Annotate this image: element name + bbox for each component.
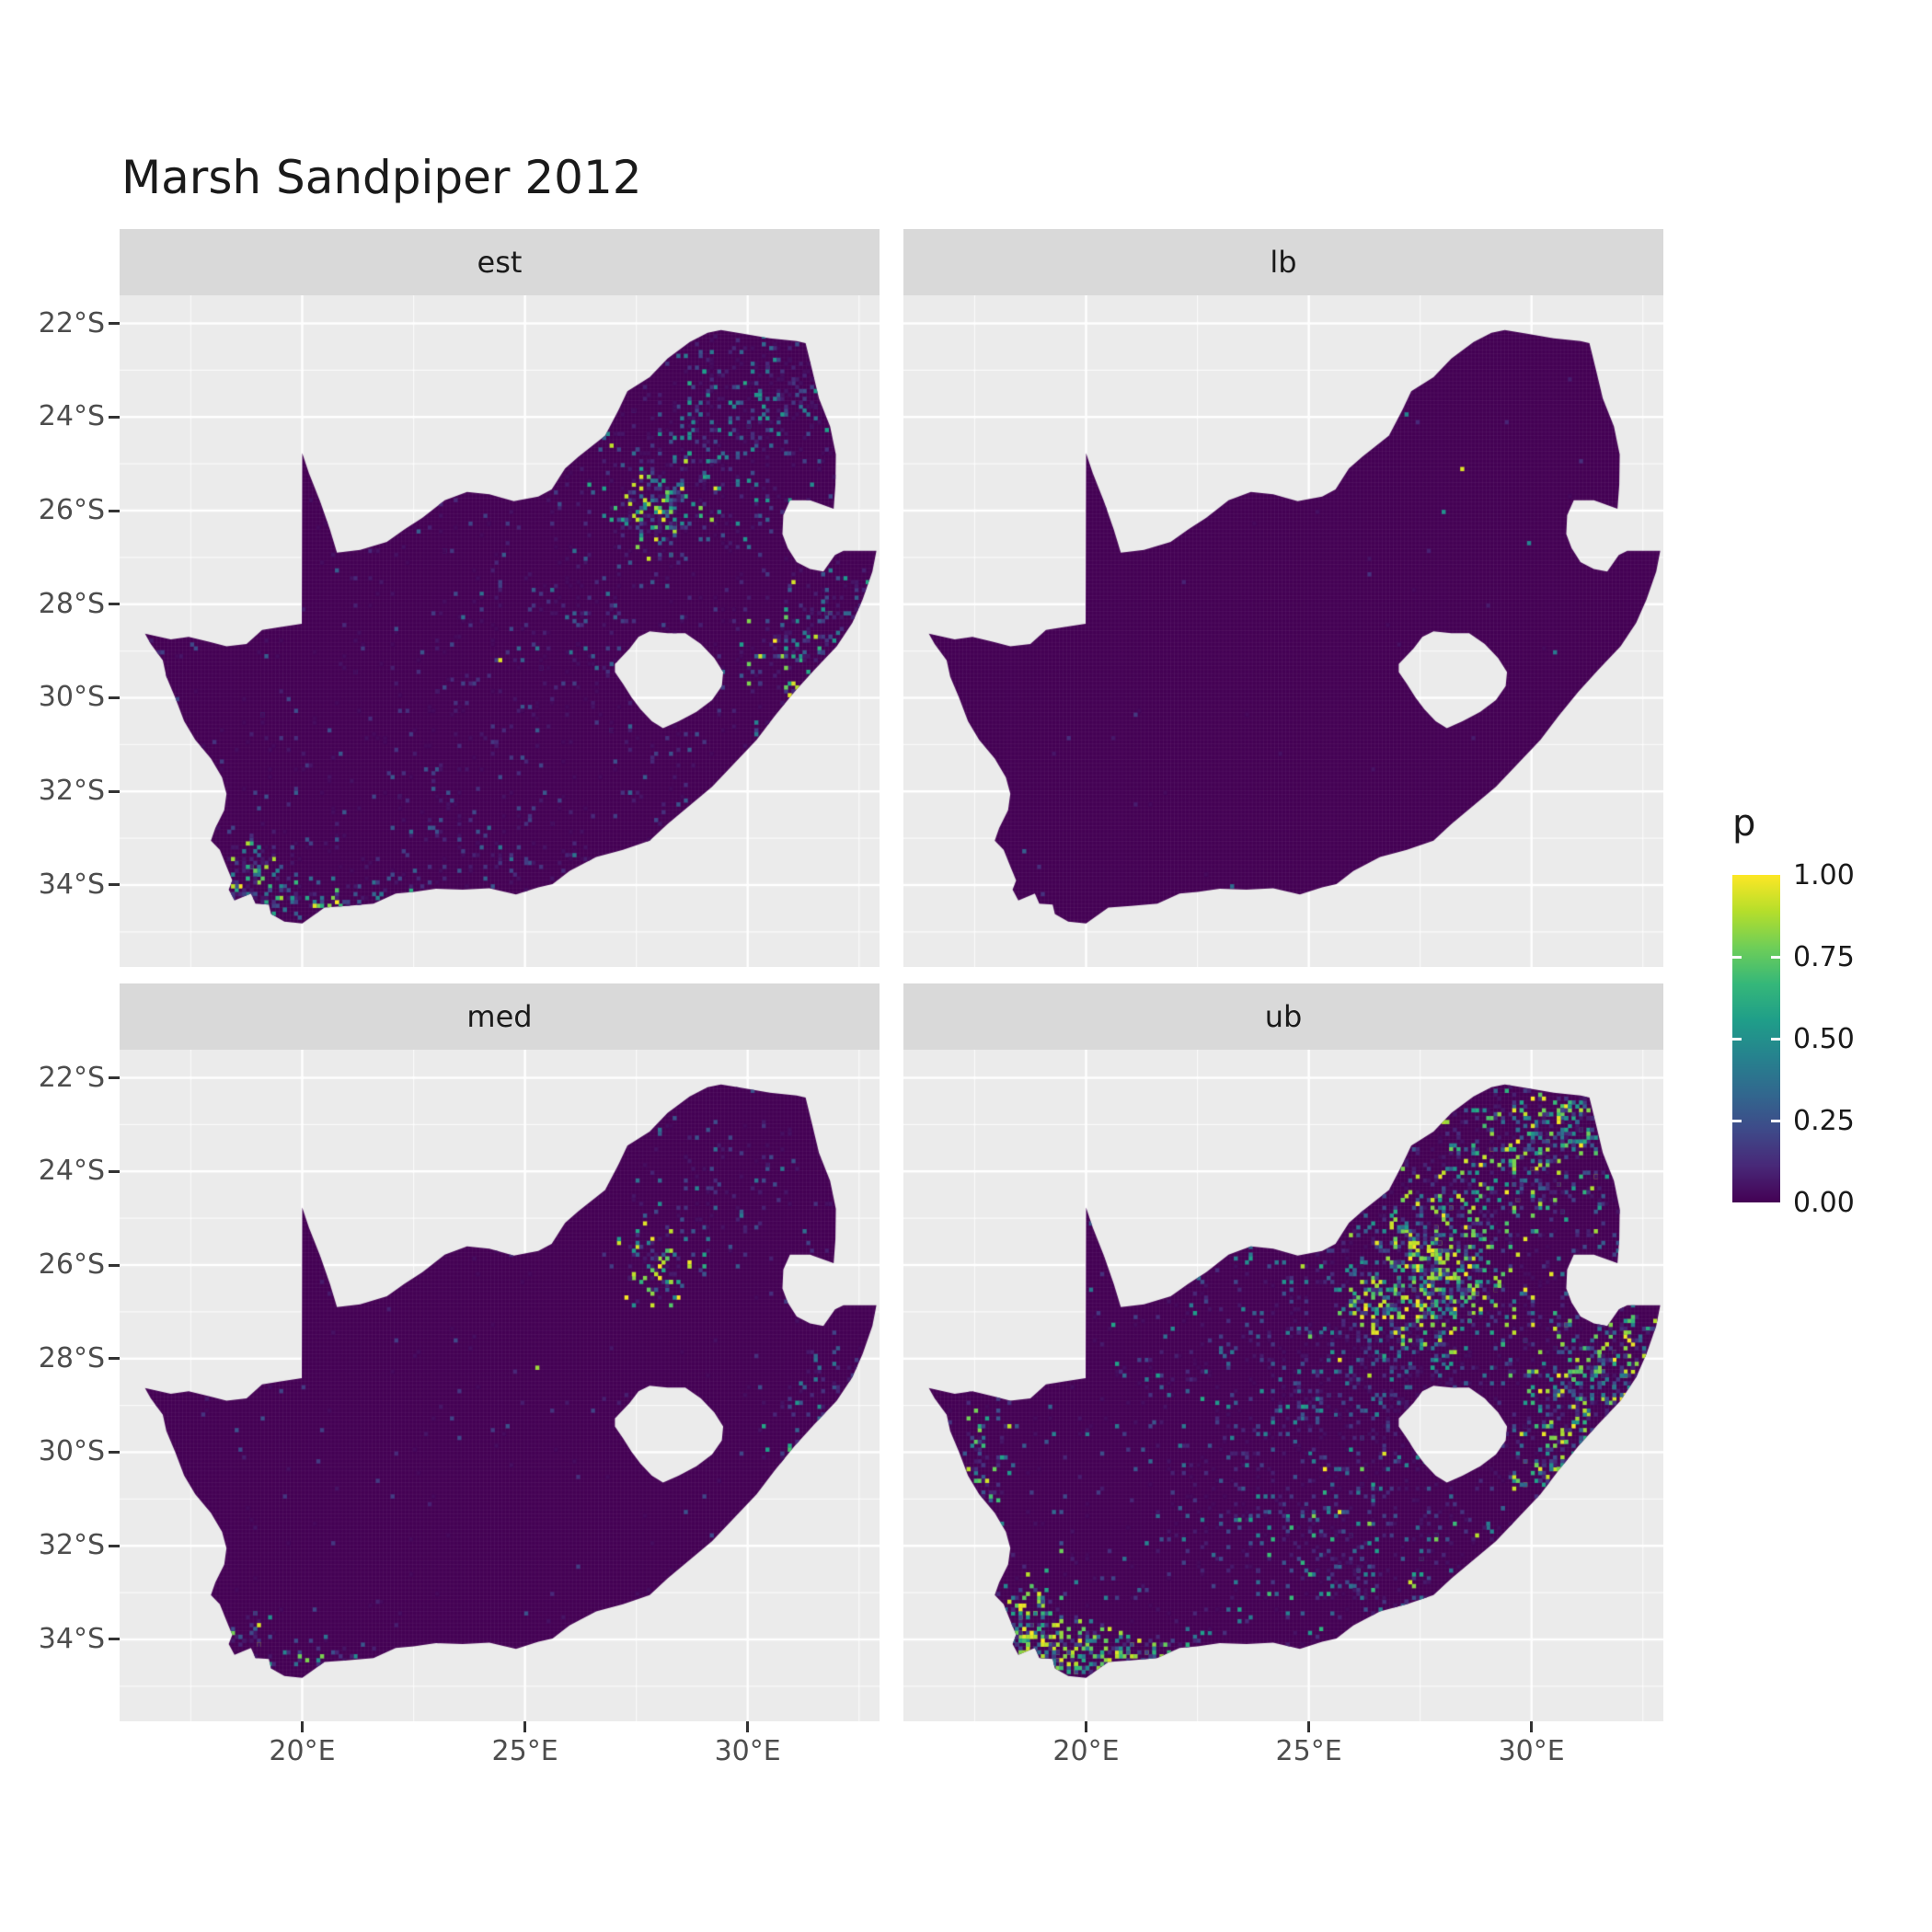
map-panel-lb	[903, 295, 1663, 967]
facet-strip-est: est	[120, 229, 880, 295]
chart-title: Marsh Sandpiper 2012	[121, 151, 642, 204]
facet-strip-med: med	[120, 983, 880, 1050]
map-panel-med	[120, 1050, 880, 1721]
legend-colorbar-tick	[1771, 955, 1780, 959]
y-axis-tick	[109, 1357, 120, 1361]
x-axis-label: 25°E	[491, 1735, 558, 1767]
facet-strip-label: ub	[1264, 999, 1303, 1034]
y-axis-label: 32°S	[38, 775, 105, 808]
x-axis-tick	[1530, 1721, 1534, 1732]
y-axis-tick	[109, 1169, 120, 1173]
y-axis-label: 26°S	[38, 1248, 105, 1281]
x-axis-tick	[301, 1721, 304, 1732]
y-axis-label: 28°S	[38, 587, 105, 620]
y-axis-tick	[109, 1544, 120, 1547]
x-axis-tick	[1085, 1721, 1087, 1732]
legend-colorbar-tick	[1732, 955, 1742, 959]
y-axis-tick	[109, 696, 120, 699]
y-axis-label: 28°S	[38, 1341, 105, 1374]
x-axis-label: 30°E	[714, 1735, 781, 1767]
y-axis-tick	[109, 789, 120, 793]
y-axis-tick	[109, 322, 120, 326]
y-axis-label: 32°S	[38, 1529, 105, 1562]
x-axis-label: 20°E	[1052, 1735, 1120, 1767]
y-axis-label: 22°S	[38, 1061, 105, 1094]
y-axis-tick	[109, 603, 120, 606]
legend-label: 0.00	[1793, 1187, 1855, 1219]
facet-strip-lb: lb	[903, 229, 1663, 295]
x-axis-tick	[1307, 1721, 1311, 1732]
y-axis-tick	[109, 509, 120, 512]
x-axis-label: 30°E	[1498, 1735, 1565, 1767]
y-axis-tick	[109, 1450, 120, 1454]
legend-label: 1.00	[1793, 859, 1855, 891]
y-axis-label: 26°S	[38, 494, 105, 526]
y-axis-label: 24°S	[38, 1155, 105, 1188]
legend-colorbar-tick	[1732, 1119, 1742, 1122]
legend-colorbar-tick	[1771, 1119, 1780, 1122]
y-axis-label: 22°S	[38, 306, 105, 339]
y-axis-label: 34°S	[38, 868, 105, 901]
y-axis-tick	[109, 1638, 120, 1641]
legend-colorbar-tick	[1771, 1037, 1780, 1041]
legend-label: 0.25	[1793, 1105, 1855, 1137]
y-axis-tick	[109, 1076, 120, 1080]
y-axis-label: 24°S	[38, 400, 105, 433]
y-axis-tick	[109, 883, 120, 887]
legend-colorbar-tick	[1732, 1037, 1742, 1041]
legend-label: 0.50	[1793, 1023, 1855, 1055]
facet-strip-ub: ub	[903, 983, 1663, 1050]
facet-strip-label: med	[466, 999, 533, 1034]
y-axis-tick	[109, 415, 120, 419]
map-panel-est	[120, 295, 880, 967]
y-axis-tick	[109, 1263, 120, 1267]
x-axis-tick	[523, 1721, 527, 1732]
x-axis-tick	[746, 1721, 750, 1732]
map-panel-ub	[903, 1050, 1663, 1721]
y-axis-label: 34°S	[38, 1622, 105, 1655]
legend-label: 0.75	[1793, 941, 1855, 973]
legend-colorbar	[1732, 875, 1780, 1202]
facet-strip-label: lb	[1270, 245, 1297, 280]
x-axis-label: 20°E	[269, 1735, 336, 1767]
y-axis-label: 30°S	[38, 1435, 105, 1468]
legend-title: p	[1732, 802, 1756, 845]
y-axis-label: 30°S	[38, 681, 105, 714]
x-axis-label: 25°E	[1275, 1735, 1342, 1767]
facet-strip-label: est	[477, 245, 523, 280]
